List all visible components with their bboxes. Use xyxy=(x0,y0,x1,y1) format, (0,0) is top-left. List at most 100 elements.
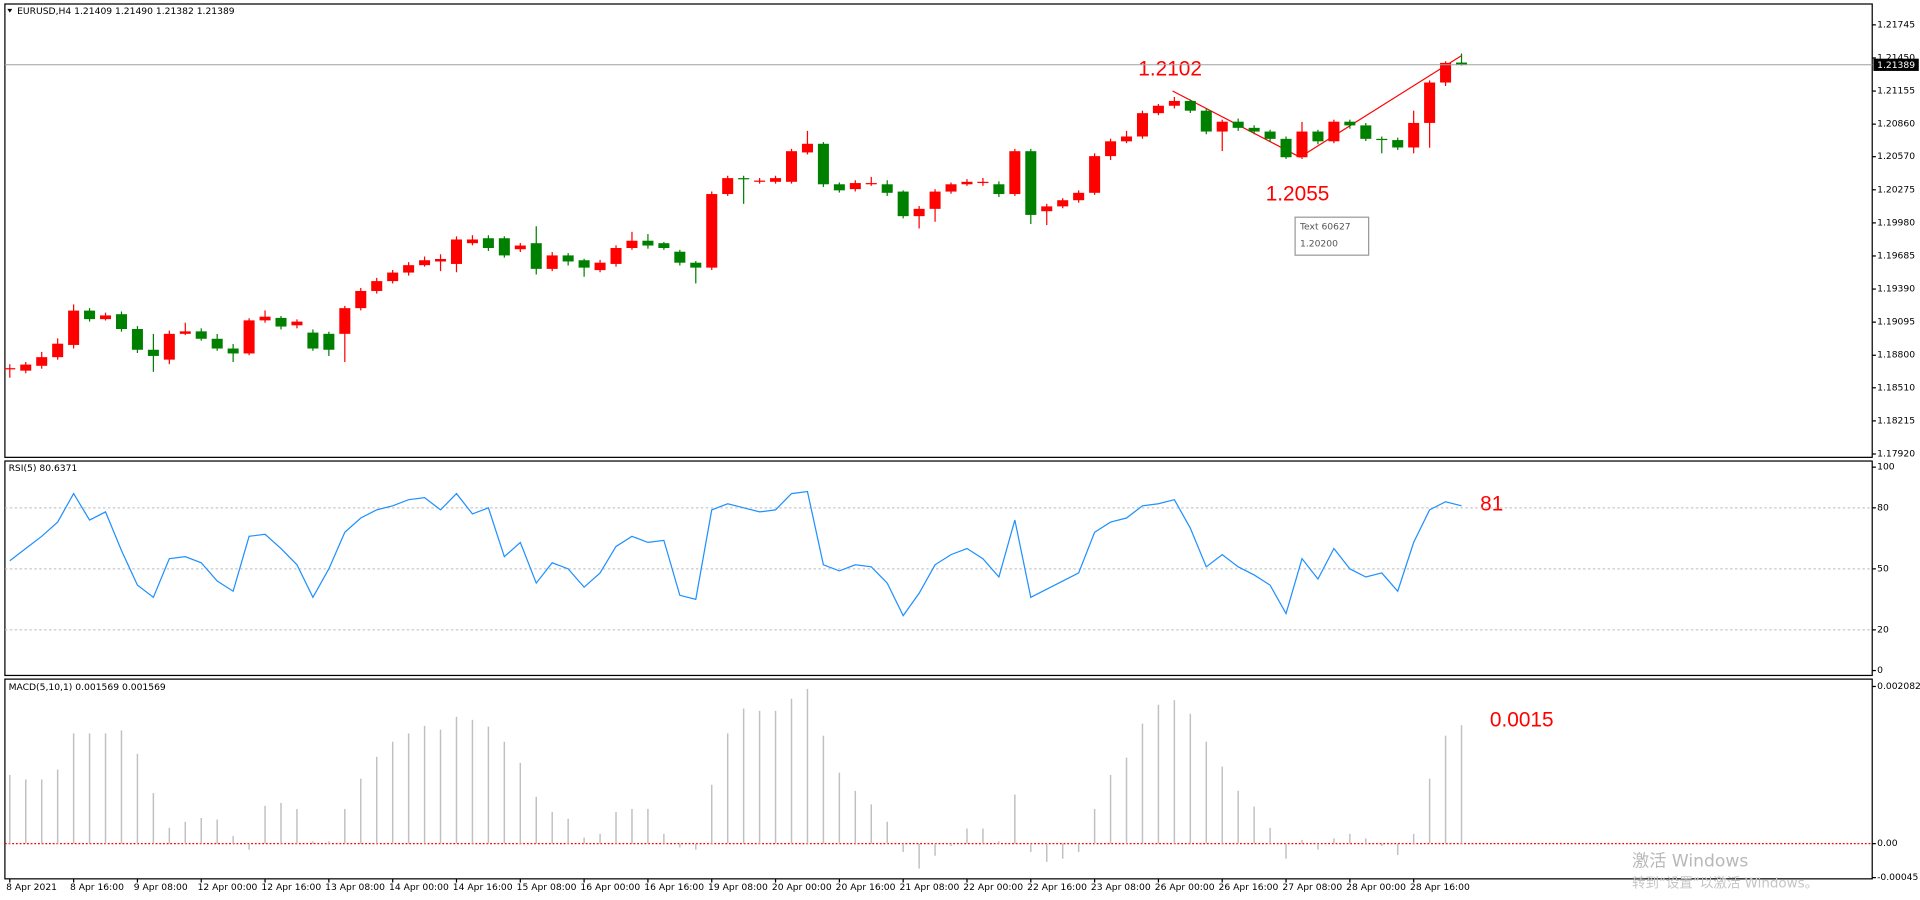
macd-bar xyxy=(774,710,777,844)
macd-bar xyxy=(72,733,75,844)
candle-body xyxy=(163,333,175,360)
macd-bar xyxy=(1205,741,1208,844)
candle-body xyxy=(84,310,96,320)
candle-body xyxy=(1152,105,1164,114)
candle-body xyxy=(1216,121,1228,132)
macd-bar xyxy=(551,811,553,844)
x-tick-label: 14 Apr 00:00 xyxy=(389,882,449,893)
macd-bar xyxy=(902,843,904,852)
candle-body xyxy=(275,317,287,327)
candle-body xyxy=(530,243,542,269)
y-tick-label: -0.00045 xyxy=(1877,872,1918,883)
candle-body xyxy=(801,143,813,153)
macd-bar xyxy=(216,819,218,844)
candle-body xyxy=(897,191,909,217)
candle-body xyxy=(1089,156,1101,193)
candle-body xyxy=(131,329,143,350)
macd-bar xyxy=(519,762,522,844)
candle-body xyxy=(929,191,941,209)
rsi-pane xyxy=(4,460,1873,677)
x-tick-label: 8 Apr 16:00 xyxy=(70,882,124,893)
macd-bar xyxy=(599,833,601,844)
x-tick-label: 26 Apr 00:00 xyxy=(1155,882,1215,893)
candle-body xyxy=(227,348,239,354)
y-tick-label: 1.17920 xyxy=(1877,448,1915,459)
macd-bar xyxy=(391,741,394,844)
candle-body xyxy=(1424,82,1436,123)
x-tick-label: 27 Apr 08:00 xyxy=(1282,882,1342,893)
macd-bar xyxy=(280,802,282,844)
macd-bar xyxy=(1173,700,1176,844)
macd-bar xyxy=(56,769,59,844)
candle-body xyxy=(403,265,415,273)
x-tick-label: 23 Apr 08:00 xyxy=(1091,882,1151,893)
candle-body xyxy=(833,184,845,191)
macd-bar xyxy=(423,725,426,844)
macd-bar xyxy=(1269,827,1271,844)
candle-body xyxy=(578,260,590,268)
macd-bar xyxy=(200,817,202,844)
candle-body xyxy=(945,184,957,192)
x-tick-label: 15 Apr 08:00 xyxy=(517,882,577,893)
annotation: 0.0015 xyxy=(1490,708,1554,731)
candle-body xyxy=(865,183,877,185)
x-tick-label: 16 Apr 16:00 xyxy=(644,882,704,893)
x-tick-label: 14 Apr 16:00 xyxy=(453,882,513,893)
price-label-box xyxy=(1873,58,1919,71)
macd-bar xyxy=(120,730,123,844)
candle-body xyxy=(754,180,766,182)
candle-body xyxy=(466,239,478,244)
candle-body xyxy=(498,238,510,256)
candle-body xyxy=(1136,113,1148,137)
y-tick-label: 1.21745 xyxy=(1877,19,1915,30)
candle-body xyxy=(68,310,80,345)
y-tick-label: 1.21155 xyxy=(1877,86,1915,97)
macd-bar xyxy=(1349,833,1351,844)
x-tick-label: 13 Apr 08:00 xyxy=(325,882,385,893)
x-tick-label: 19 Apr 08:00 xyxy=(708,882,768,893)
macd-bar xyxy=(886,821,888,844)
candle-body xyxy=(1264,131,1276,139)
macd-bar xyxy=(1077,843,1080,852)
y-tick-label: 0.002082 xyxy=(1877,681,1920,692)
macd-bar xyxy=(1365,838,1367,844)
candle-body xyxy=(307,332,319,349)
macd-bar xyxy=(1109,774,1112,844)
candle-body xyxy=(387,272,399,282)
macd-bar xyxy=(615,811,617,844)
rsi-title: RSI(5) 80.6371 xyxy=(9,463,78,474)
candle-body xyxy=(993,184,1005,195)
macd-bar xyxy=(950,843,952,846)
y-tick-label: 1.18510 xyxy=(1877,382,1915,393)
macd-bar xyxy=(1237,790,1239,844)
x-tick-label: 26 Apr 16:00 xyxy=(1219,882,1279,893)
x-tick-label: 12 Apr 00:00 xyxy=(198,882,258,893)
candle-body xyxy=(1360,125,1372,139)
macd-bar xyxy=(455,716,458,844)
candle-body xyxy=(1121,136,1133,142)
candle-body xyxy=(1280,138,1292,158)
candle-body xyxy=(610,248,622,264)
watermark-subtitle: 转到“设置”以激活 Windows。 xyxy=(1632,876,1818,892)
macd-bar xyxy=(1444,735,1447,844)
watermark-title: 激活 Windows xyxy=(1632,852,1748,872)
macd-bar xyxy=(998,841,1000,844)
candle-body xyxy=(355,290,367,309)
tooltip-text: 1.20200 xyxy=(1300,239,1338,250)
candle-body xyxy=(100,315,112,320)
y-tick-label: 1.19095 xyxy=(1877,317,1915,328)
candle-body xyxy=(706,194,718,268)
annotation: 81 xyxy=(1480,493,1503,516)
candle-body xyxy=(450,239,463,264)
y-tick-label: 1.19390 xyxy=(1877,284,1915,295)
candle-body xyxy=(738,178,750,180)
macd-bar xyxy=(344,808,346,844)
candle-body xyxy=(658,243,670,249)
macd-bar xyxy=(1125,757,1128,844)
candle-body xyxy=(690,262,702,268)
candle-body xyxy=(674,251,686,263)
y-tick-label: 1.21450 xyxy=(1877,52,1915,63)
x-tick-label: 21 Apr 08:00 xyxy=(899,882,959,893)
macd-bar xyxy=(312,841,314,844)
macd-bar xyxy=(535,796,537,844)
